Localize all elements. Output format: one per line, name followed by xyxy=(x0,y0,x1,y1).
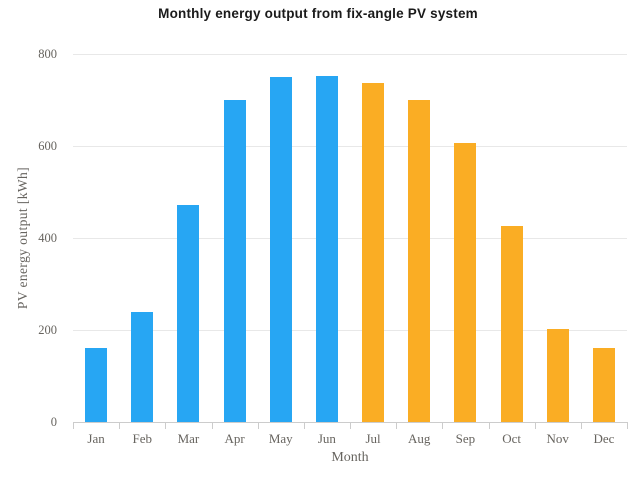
x-tick-mark xyxy=(535,422,536,429)
gridline-600 xyxy=(73,146,627,147)
x-tick-mark xyxy=(119,422,120,429)
bar-may xyxy=(269,77,292,422)
bar-dec xyxy=(592,347,615,422)
bar-mar xyxy=(177,204,200,422)
x-tick-mark xyxy=(165,422,166,429)
bar-feb xyxy=(131,312,154,422)
x-tick-mark xyxy=(258,422,259,429)
x-tick-label-may: May xyxy=(268,431,293,446)
bar-nov xyxy=(546,328,569,422)
x-tick-mark xyxy=(627,422,628,429)
x-axis-title: Month xyxy=(331,450,369,465)
bar-jun xyxy=(315,75,338,422)
x-tick-label-jun: Jun xyxy=(317,431,336,446)
bar-oct xyxy=(500,226,523,422)
x-tick-mark xyxy=(442,422,443,429)
x-tick-label-mar: Mar xyxy=(177,431,200,446)
x-tick-mark xyxy=(350,422,351,429)
bar-apr xyxy=(223,100,246,422)
x-tick-label-sep: Sep xyxy=(455,431,476,446)
x-tick-label-aug: Aug xyxy=(408,431,431,446)
x-tick-mark xyxy=(396,422,397,429)
gridline-200 xyxy=(73,330,627,331)
x-tick-label-oct: Oct xyxy=(502,431,521,446)
x-tick-label-nov: Nov xyxy=(546,431,569,446)
bar-sep xyxy=(454,142,477,422)
bar-aug xyxy=(408,99,431,422)
x-tick-mark xyxy=(304,422,305,429)
x-tick-label-apr: Apr xyxy=(224,431,245,446)
y-tick-label-600: 600 xyxy=(38,139,57,153)
plot-area: 0 200 400 600 800 Jan Feb Mar Apr May Jun Jul Aug Sep… xyxy=(38,47,628,446)
x-tick-mark xyxy=(212,422,213,429)
x-tick-label-dec: Dec xyxy=(593,431,615,446)
x-tick-mark xyxy=(581,422,582,429)
y-tick-label-200: 200 xyxy=(38,323,57,337)
y-tick-label-800: 800 xyxy=(38,47,57,61)
bar-jul xyxy=(362,82,385,422)
bar-jan xyxy=(85,347,108,422)
x-tick-label-feb: Feb xyxy=(132,431,152,446)
chart-title: Monthly energy output from fix-angle PV … xyxy=(158,6,478,21)
gridline-400 xyxy=(73,238,627,239)
x-tick-mark xyxy=(489,422,490,429)
y-tick-label-0: 0 xyxy=(50,415,57,429)
x-tick-label-jan: Jan xyxy=(87,431,105,446)
x-tick-label-jul: Jul xyxy=(365,431,381,446)
x-tick-mark xyxy=(73,422,74,429)
gridline-800 xyxy=(73,54,627,55)
y-tick-label-400: 400 xyxy=(38,231,57,245)
